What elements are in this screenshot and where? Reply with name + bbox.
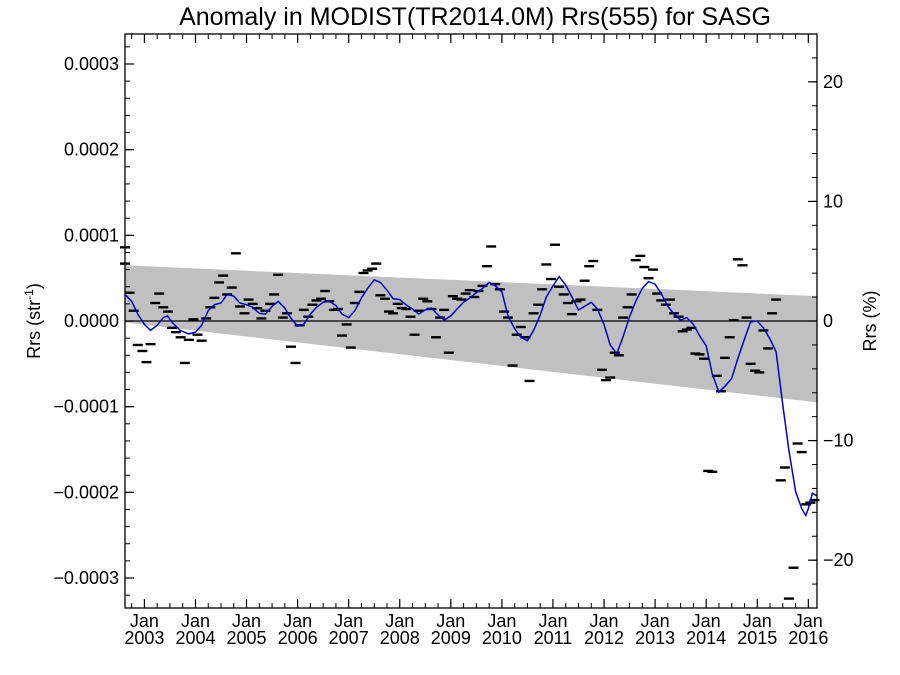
x-tick-year-label: 2007 [329, 628, 369, 648]
uncertainty-band [125, 265, 817, 403]
x-tick-year-label: 2010 [482, 628, 522, 648]
y-tick-label: 0.0003 [64, 54, 119, 74]
y-axis-label: Rrs (str-1) [22, 283, 44, 359]
y-axis-label-main: Rrs (str [24, 300, 44, 359]
x-tick-year-label: 2011 [534, 628, 573, 648]
axis-layer: 0.0003 0.0002 0.0001 0.0000 −0.0001 −0.0002 −0… [53, 33, 854, 648]
y-tick-label: 0.0000 [64, 311, 119, 331]
x-tick-year-label: 2008 [380, 628, 420, 648]
y2-tick-label: −10 [823, 431, 854, 451]
x-tick-year-label: 2009 [431, 628, 471, 648]
y-axis-label-close: ) [24, 283, 44, 289]
x-tick-month-label: Jan [487, 611, 516, 631]
smooth-anomaly-line [124, 275, 818, 518]
x-tick-year-label: 2004 [175, 628, 215, 648]
x-tick-year-label: 2012 [584, 628, 624, 648]
y-tick-label: −0.0003 [53, 568, 119, 588]
x-tick-year-label: 2006 [278, 628, 318, 648]
y-tick-label: −0.0002 [53, 482, 119, 502]
chart-title: Anomaly in MODIST(TR2014.0M) Rrs(555) fo… [179, 3, 771, 31]
y-tick-label: 0.0002 [64, 140, 119, 160]
x-tick-month-label: Jan [436, 611, 465, 631]
uncertainty-band-layer [125, 265, 817, 403]
plot-area [120, 33, 820, 609]
y2-tick-label: 10 [823, 191, 843, 211]
x-tick-month-label: Jan [538, 611, 567, 631]
y2-tick-label: 20 [823, 72, 843, 92]
x-tick-year-label: 2003 [124, 628, 164, 648]
x-tick-year-label: 2014 [686, 628, 726, 648]
x-tick-month-label: Jan [232, 611, 261, 631]
x-tick-year-label: 2015 [737, 628, 777, 648]
x-tick-month-label: Jan [334, 611, 363, 631]
y-tick-label: −0.0001 [53, 397, 119, 417]
y2-tick-label: −20 [823, 550, 854, 570]
x-tick-month-label: Jan [590, 611, 619, 631]
y-axis-label-sup: -1 [22, 289, 36, 300]
y2-tick-label: 0 [823, 311, 833, 331]
x-tick-month-label: Jan [743, 611, 772, 631]
x-tick-year-label: 2016 [788, 628, 828, 648]
x-tick-year-label: 2013 [635, 628, 675, 648]
x-tick-month-label: Jan [692, 611, 721, 631]
x-tick-month-label: Jan [641, 611, 670, 631]
y-tick-label: 0.0001 [64, 225, 119, 245]
x-tick-year-label: 2005 [227, 628, 267, 648]
x-tick-month-label: Jan [385, 611, 414, 631]
x-tick-month-label: Jan [283, 611, 312, 631]
x-tick-month-label: Jan [130, 611, 159, 631]
x-tick-month-label: Jan [181, 611, 210, 631]
x-tick-month-label: Jan [794, 611, 823, 631]
y2-axis-label: Rrs (%) [860, 291, 880, 352]
smooth-line-layer [124, 275, 818, 518]
